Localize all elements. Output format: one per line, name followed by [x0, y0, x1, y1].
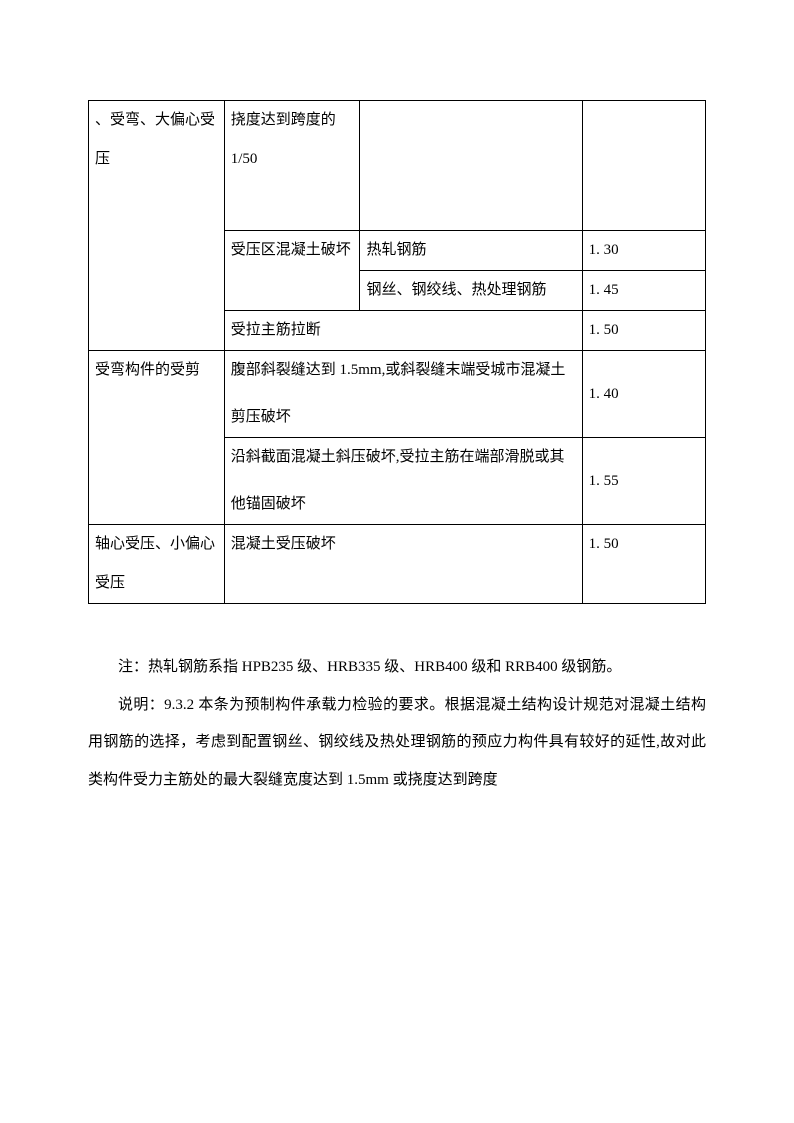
cell — [360, 101, 582, 231]
cell-text: 他锚固破坏 — [231, 485, 576, 524]
cell: 1. 30 — [582, 231, 705, 271]
cell: 1. 50 — [582, 311, 705, 351]
cell: 受弯构件的受剪 — [89, 351, 225, 525]
cell: 1. 50 — [582, 525, 705, 604]
cell: 轴心受压、小偏心受压 — [89, 525, 225, 604]
cell: 1. 40 — [582, 351, 705, 438]
cell: 挠度达到跨度的 1/50 — [224, 101, 360, 231]
cell-text: 腹部斜裂缝达到 1.5mm,或斜裂缝末端受城市混凝土 — [231, 351, 576, 390]
cell-text: 沿斜截面混凝土斜压破坏,受拉主筋在端部滑脱或其 — [231, 438, 576, 477]
cell: 热轧钢筋 — [360, 231, 582, 271]
notes-section: 注：热轧钢筋系指 HPB235 级、HRB335 级、HRB400 级和 RRB… — [88, 649, 706, 799]
cell: 受压区混凝土破坏 — [224, 231, 360, 311]
table-row: 受弯构件的受剪 腹部斜裂缝达到 1.5mm,或斜裂缝末端受城市混凝土 剪压破坏 … — [89, 351, 706, 438]
table-row: 轴心受压、小偏心受压 混凝土受压破坏 1. 50 — [89, 525, 706, 604]
table-row: 、受弯、大偏心受压 挠度达到跨度的 1/50 — [89, 101, 706, 231]
cell: 1. 55 — [582, 438, 705, 525]
spec-table: 、受弯、大偏心受压 挠度达到跨度的 1/50 受压区混凝土破坏 热轧钢筋 1. … — [88, 100, 706, 604]
cell: 混凝土受压破坏 — [224, 525, 582, 604]
cell: 、受弯、大偏心受压 — [89, 101, 225, 351]
cell — [582, 101, 705, 231]
note-paragraph: 注：热轧钢筋系指 HPB235 级、HRB335 级、HRB400 级和 RRB… — [88, 649, 706, 687]
cell: 腹部斜裂缝达到 1.5mm,或斜裂缝末端受城市混凝土 剪压破坏 — [224, 351, 582, 438]
cell: 1. 45 — [582, 271, 705, 311]
cell: 钢丝、钢绞线、热处理钢筋 — [360, 271, 582, 311]
note-paragraph: 说明：9.3.2 本条为预制构件承载力检验的要求。根据混凝土结构设计规范对混凝土… — [88, 687, 706, 800]
cell: 沿斜截面混凝土斜压破坏,受拉主筋在端部滑脱或其 他锚固破坏 — [224, 438, 582, 525]
cell-text: 剪压破坏 — [231, 398, 576, 437]
cell: 受拉主筋拉断 — [224, 311, 582, 351]
